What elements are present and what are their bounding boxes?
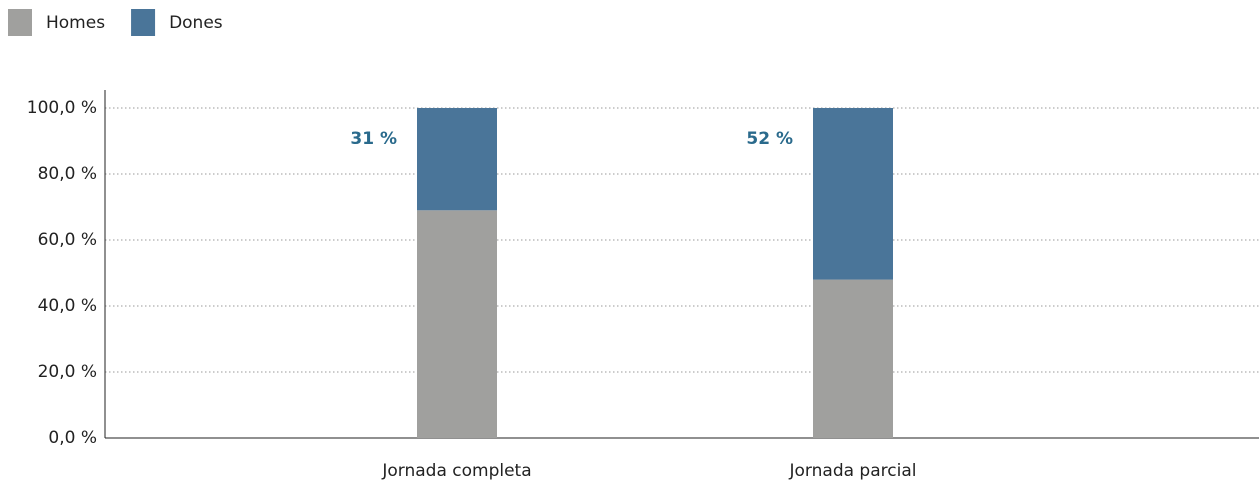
bar-segment (813, 108, 893, 280)
data-label: 52 % (746, 129, 793, 149)
y-tick-label: 20,0 % (38, 362, 97, 382)
bar-segment (417, 108, 497, 211)
legend-label: Homes (46, 13, 105, 33)
bar-segment (417, 210, 497, 438)
y-tick-label: 80,0 % (38, 164, 97, 184)
y-tick-label: 60,0 % (38, 230, 97, 250)
y-tick-label: 40,0 % (38, 296, 97, 316)
data-label: 31 % (350, 129, 397, 149)
bar-segment (813, 279, 893, 438)
y-tick-label: 0,0 % (48, 428, 97, 448)
legend-swatch (8, 9, 32, 36)
x-tick-label: Jornada completa (381, 461, 531, 481)
x-tick-label: Jornada parcial (789, 461, 917, 481)
legend-swatch (131, 9, 156, 36)
legend-label: Dones (169, 13, 223, 33)
y-tick-label: 100,0 % (27, 98, 97, 118)
